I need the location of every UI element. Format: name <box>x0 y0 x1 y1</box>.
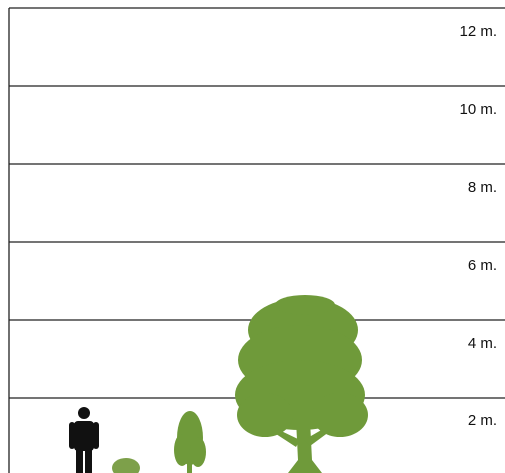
person-silhouette <box>69 407 99 473</box>
height-label: 8 m. <box>468 179 497 196</box>
height-label: 12 m. <box>459 23 497 40</box>
height-scale-diagram: 12 m. 10 m. 8 m. 6 m. 4 m. 2 m. <box>0 0 505 473</box>
height-label: 10 m. <box>459 101 497 118</box>
height-label: 6 m. <box>468 257 497 274</box>
large-tree <box>235 295 368 473</box>
small-tree <box>174 411 206 473</box>
height-label: 2 m. <box>468 412 497 429</box>
height-label: 4 m. <box>468 335 497 352</box>
bush <box>112 458 140 473</box>
